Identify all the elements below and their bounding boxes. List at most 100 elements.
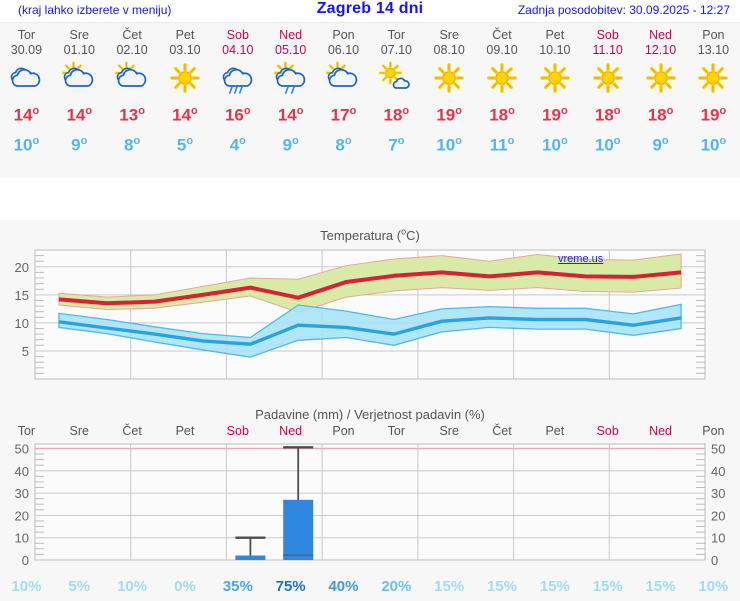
precipitation-probability: 10% — [698, 578, 729, 596]
precipitation-day-label: Pon — [332, 424, 355, 439]
svg-text:0: 0 — [22, 553, 29, 568]
max-temperature-value: 19 — [436, 105, 456, 125]
precipitation-svg: 0 0 10 10 20 20 30 30 40 40 50 50 — [15, 442, 726, 569]
precipitation-day-label: Tor — [387, 424, 406, 439]
day-column[interactable]: Ned 05.10 14o 9o — [264, 23, 317, 157]
min-temperature-value: 9 — [282, 135, 292, 155]
precipitation-probability: 15% — [487, 578, 518, 596]
svg-text:40: 40 — [711, 464, 725, 479]
precipitation-probability: 0% — [174, 578, 196, 596]
min-temperature: 9o — [264, 129, 317, 158]
precipitation-day-label: Ned — [649, 424, 673, 439]
degree-sign: o — [397, 134, 405, 147]
days-row: Tor 30.09 14o 10o Sre 01.10 14o 9o Čet 02.10 13o 8o… — [0, 23, 740, 157]
degree-sign: o — [508, 105, 515, 117]
cloudy-icon — [0, 58, 53, 98]
max-temperature: 18o — [634, 98, 687, 129]
day-date: 07.10 — [380, 43, 412, 57]
day-column[interactable]: Sre 01.10 14o 9o — [53, 23, 106, 157]
max-temperature: 18o — [370, 98, 423, 129]
degree-sign: o — [292, 134, 299, 147]
degree-sign: o — [349, 105, 357, 117]
day-column[interactable]: Ned 12.10 18o 9o — [634, 23, 687, 157]
max-temperature-value: 14 — [66, 105, 86, 125]
max-temperature: 19o — [687, 98, 740, 129]
min-temperature-value: 7 — [388, 135, 398, 155]
day-name: Sob — [596, 28, 619, 42]
min-temperature: 11o — [476, 129, 529, 158]
min-temperature-value: 10 — [13, 135, 33, 155]
svg-text:10: 10 — [15, 316, 29, 331]
precipitation-probability: 15% — [645, 578, 676, 596]
day-name: Čet — [122, 28, 142, 42]
day-column[interactable]: Pet 10.10 19o 10o — [528, 23, 581, 157]
partly-sunny-icon — [53, 58, 106, 98]
day-column[interactable]: Pon 13.10 19o 10o — [687, 23, 740, 157]
precipitation-day-label: Tor — [17, 424, 36, 439]
day-column[interactable]: Pet 03.10 14o 5o — [159, 23, 212, 157]
degree-sign: o — [613, 134, 621, 147]
day-column[interactable]: Sre 08.10 19o 10o — [423, 23, 476, 157]
temperature-chart-title: Temperatura (oC) — [320, 227, 420, 244]
degree-sign: o — [133, 134, 141, 147]
sunny-icon — [528, 58, 581, 98]
day-date: 09.10 — [486, 43, 518, 57]
day-name: Čet — [492, 28, 512, 42]
day-column[interactable]: Sob 04.10 16o 4o — [211, 23, 264, 157]
degree-sign: o — [402, 105, 410, 117]
day-name: Sob — [226, 28, 249, 42]
max-temperature-value: 18 — [383, 105, 403, 125]
max-temperature-value: 13 — [119, 105, 139, 125]
max-temperature-value: 19 — [700, 105, 720, 125]
max-temperature-value: 14 — [277, 105, 297, 125]
day-date: 06.10 — [327, 43, 360, 57]
min-temperature-value: 10 — [542, 135, 561, 155]
day-date: 12.10 — [644, 43, 677, 57]
precipitation-plot: 0 0 10 10 20 20 30 30 40 40 50 50 — [0, 438, 740, 573]
partly-sunny-icon — [317, 58, 370, 98]
max-temperature-value: 18 — [489, 105, 509, 125]
max-temperature: 19o — [528, 98, 581, 129]
min-temperature: 8o — [106, 129, 159, 158]
day-name: Pon — [702, 28, 725, 42]
day-date: 02.10 — [116, 43, 148, 57]
day-column[interactable]: Tor 30.09 14o 10o — [0, 23, 53, 157]
day-column[interactable]: Čet 09.10 18o 11o — [476, 23, 529, 157]
day-column[interactable]: Tor 07.10 18o 7o — [370, 23, 423, 157]
degree-sign: o — [80, 134, 88, 147]
precipitation-probability: 20% — [381, 578, 412, 596]
day-name: Pon — [332, 28, 355, 42]
svg-text:20: 20 — [15, 260, 29, 275]
day-date: 30.09 — [10, 43, 43, 57]
max-temperature-value: 18 — [594, 105, 614, 125]
precipitation-probability: 75% — [275, 578, 306, 596]
svg-text:40: 40 — [15, 464, 29, 479]
min-temperature: 10o — [581, 129, 634, 158]
min-temperature-value: 8 — [124, 135, 134, 155]
last-update-label: Zadnja posodobitev: 30.09.2025 - 12:27 — [517, 3, 730, 17]
svg-text:10: 10 — [711, 531, 725, 546]
max-temperature-value: 16 — [224, 105, 244, 125]
degree-sign: o — [613, 105, 621, 117]
min-temperature-value: 10 — [594, 135, 614, 155]
day-column[interactable]: Pon 06.10 17o 8o — [317, 23, 370, 157]
min-temperature: 10o — [687, 129, 740, 158]
max-temperature-value: 14 — [13, 105, 33, 125]
degree-sign: o — [666, 105, 674, 117]
svg-text:30: 30 — [711, 486, 725, 501]
degree-sign: o — [32, 105, 40, 117]
min-temperature: 9o — [634, 129, 687, 158]
degree-sign: o — [661, 134, 669, 147]
day-column[interactable]: Čet 02.10 13 o 8o — [106, 23, 159, 157]
page-title: Zagreb 14 dni — [316, 0, 424, 17]
degree-sign: o — [186, 134, 194, 147]
min-temperature: 10o — [0, 129, 53, 158]
svg-text:20: 20 — [15, 509, 29, 524]
day-name: Ned — [279, 28, 303, 42]
degree-sign: o — [507, 134, 515, 147]
day-name: Tor — [387, 28, 406, 42]
day-column[interactable]: Sob 11.10 18o 10o — [581, 23, 634, 157]
sunny-icon — [581, 58, 634, 98]
max-temperature: 18o — [476, 98, 529, 129]
max-temperature-value: 19 — [542, 105, 561, 125]
